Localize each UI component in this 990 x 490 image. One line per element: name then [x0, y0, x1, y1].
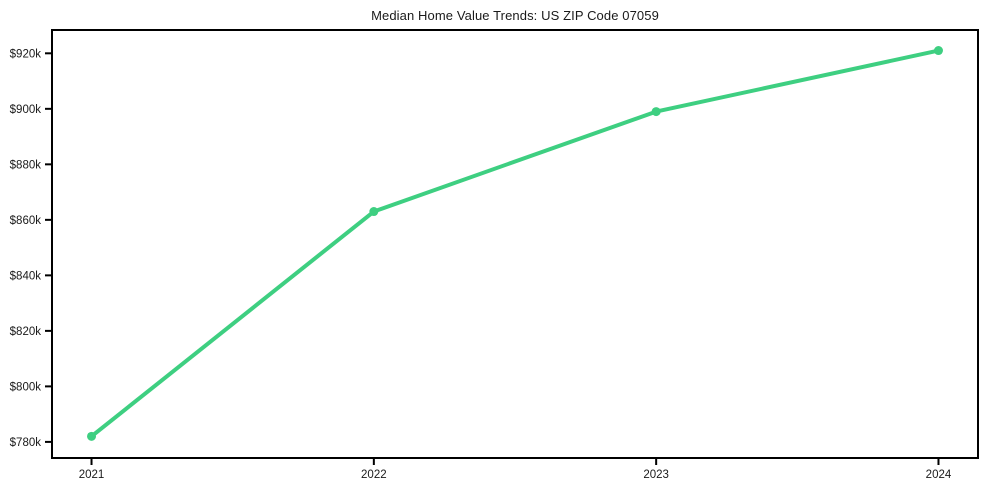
x-tick-label: 2024 [926, 469, 952, 481]
y-tick-label: $780k [10, 437, 42, 449]
chart-title: Median Home Value Trends: US ZIP Code 07… [371, 8, 659, 23]
y-tick-label: $900k [10, 104, 42, 116]
y-tick-label: $920k [10, 48, 42, 60]
x-tick-label: 2023 [643, 469, 669, 481]
data-point-marker [369, 207, 379, 217]
x-tick-label: 2021 [79, 469, 105, 481]
y-tick-label: $880k [10, 159, 42, 171]
y-tick-label: $820k [10, 326, 42, 338]
series-line [89, 48, 941, 439]
y-tick-label: $800k [10, 381, 42, 393]
axes-spines [51, 29, 979, 459]
y-tick-label: $840k [10, 270, 42, 282]
data-point-marker [651, 107, 661, 117]
x-tick-label: 2022 [361, 469, 387, 481]
y-tick-label: $860k [10, 215, 42, 227]
data-point-marker [933, 46, 943, 56]
data-point-marker [87, 431, 97, 441]
